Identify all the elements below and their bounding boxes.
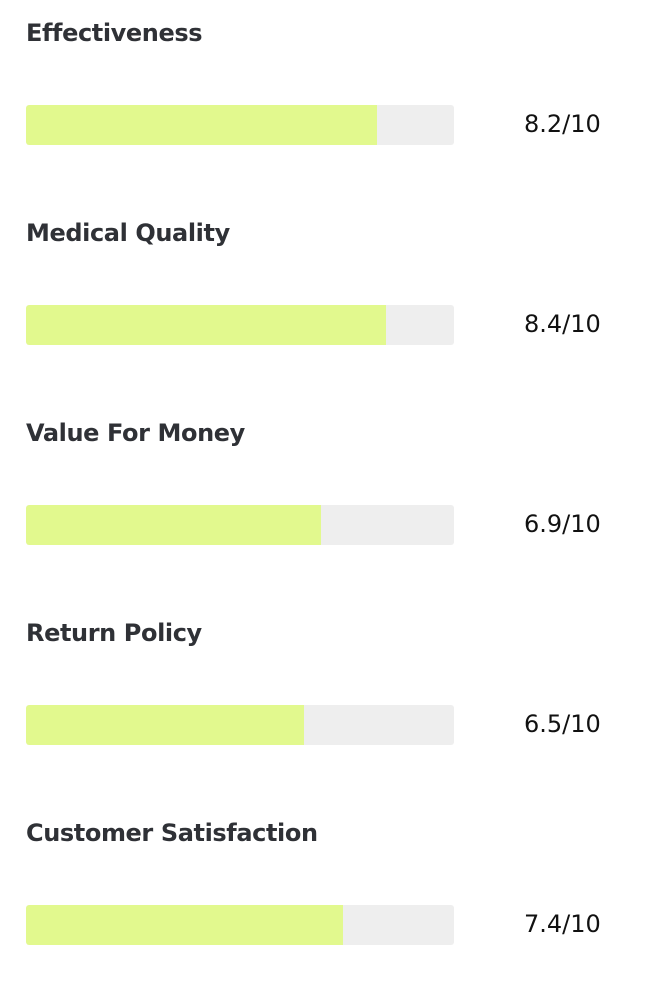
rating-score: 6.5/10 [524, 710, 601, 738]
rating-label: Effectiveness [26, 19, 203, 47]
rating-score: 7.4/10 [524, 910, 601, 938]
rating-label: Customer Satisfaction [26, 819, 318, 847]
rating-bar-fill [26, 105, 377, 145]
rating-bar-track [26, 905, 454, 945]
rating-label: Value For Money [26, 419, 245, 447]
rating-score: 8.4/10 [524, 310, 601, 338]
rating-bar-track [26, 105, 454, 145]
rating-bar-fill [26, 705, 305, 745]
rating-score: 8.2/10 [524, 110, 601, 138]
rating-bar-track [26, 305, 454, 345]
rating-bar-fill [26, 505, 322, 545]
rating-bar-fill [26, 305, 386, 345]
rating-label: Return Policy [26, 619, 202, 647]
rating-return-policy: Return Policy 6.5/10 [0, 600, 669, 750]
rating-effectiveness: Effectiveness 8.2/10 [0, 0, 669, 150]
rating-customer-satisfaction: Customer Satisfaction 7.4/10 [0, 800, 669, 950]
rating-bar-track [26, 705, 454, 745]
rating-medical-quality: Medical Quality 8.4/10 [0, 200, 669, 350]
rating-value-for-money: Value For Money 6.9/10 [0, 400, 669, 550]
rating-bar-fill [26, 905, 343, 945]
rating-score: 6.9/10 [524, 510, 601, 538]
rating-label: Medical Quality [26, 219, 230, 247]
rating-bar-track [26, 505, 454, 545]
